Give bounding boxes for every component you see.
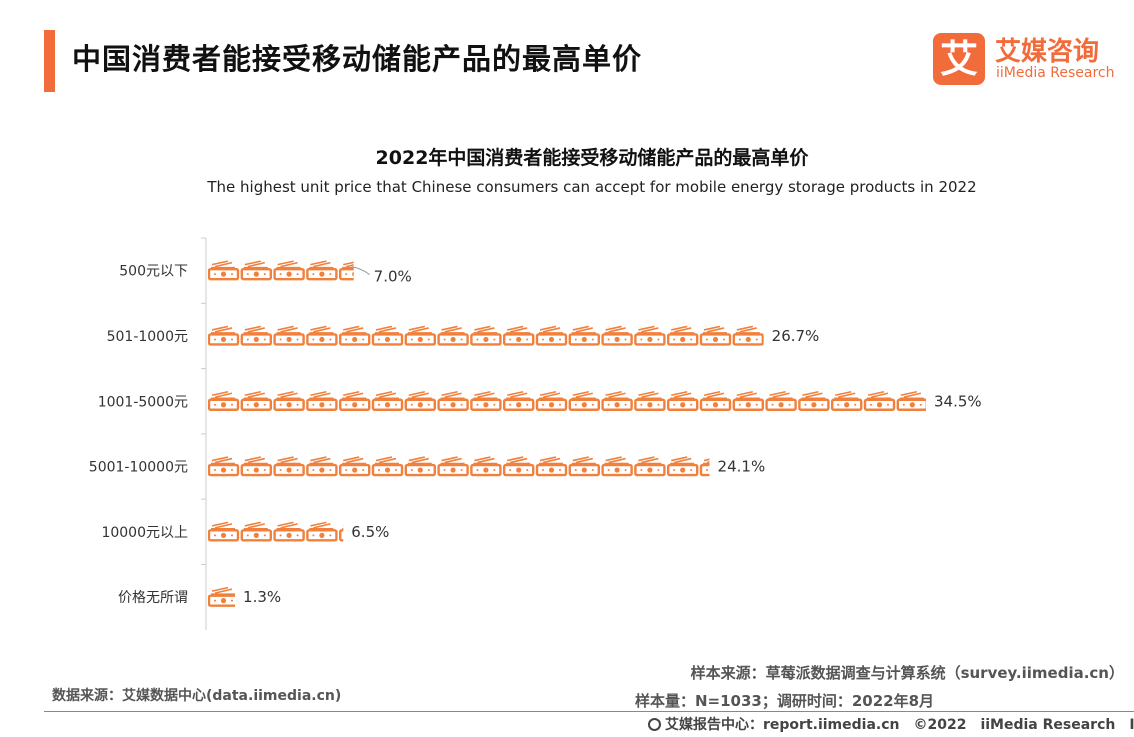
money-icon (601, 325, 633, 346)
money-icon (273, 455, 305, 477)
money-icon (371, 325, 404, 346)
money-icon (535, 390, 568, 411)
money-icon (470, 455, 502, 477)
bar (208, 586, 236, 607)
money-icon (306, 390, 338, 411)
money-icon (273, 325, 305, 346)
money-icon (634, 325, 666, 346)
money-icon (699, 390, 732, 411)
money-icon (240, 325, 272, 346)
money-icon (240, 390, 272, 411)
money-icon (831, 390, 863, 411)
money-icon (339, 325, 371, 346)
bar (208, 455, 710, 477)
bar (208, 259, 354, 281)
money-icon (798, 390, 830, 411)
page-title: 中国消费者能接受移动储能产品的最高单价 (72, 42, 643, 76)
money-icon (568, 455, 600, 477)
money-icon (503, 455, 535, 477)
money-icon (273, 390, 305, 411)
money-icon (437, 455, 469, 477)
money-icon (371, 455, 404, 477)
money-icon (240, 455, 272, 477)
chart-subtitle: The highest unit price that Chinese cons… (207, 178, 977, 196)
money-icon (896, 390, 926, 411)
money-icon (470, 325, 502, 346)
money-icon (535, 455, 568, 477)
money-icon (240, 259, 272, 281)
brand-logo: 艾 艾媒咨询 iiMedia Research (933, 33, 1115, 85)
value-label: 26.7% (772, 327, 820, 345)
money-icon (208, 586, 236, 607)
report-center: 艾媒报告中心：report.iimedia.cn ©2022 iiMedia R… (648, 714, 1134, 734)
data-source: 数据来源：艾媒数据中心(data.iimedia.cn) (52, 688, 342, 704)
money-icon (339, 259, 354, 281)
money-icon (568, 390, 600, 411)
value-label: 24.1% (718, 458, 766, 476)
money-icon (667, 390, 699, 411)
report-center-text: 艾媒报告中心：report.iimedia.cn ©2022 iiMedia R… (665, 717, 1134, 733)
money-icon (863, 390, 896, 411)
money-icon (273, 259, 305, 281)
money-icon (634, 390, 666, 411)
money-icon (634, 455, 666, 477)
money-icon (371, 390, 404, 411)
category-label: 价格无所谓 (118, 590, 188, 606)
sample-size: 样本量：N=1033；调研时间：2022年8月 (635, 692, 935, 710)
money-icon (208, 521, 240, 542)
globe-icon (648, 718, 661, 731)
money-icon (732, 390, 764, 411)
money-icon (208, 325, 240, 346)
money-icon (273, 521, 305, 542)
money-icon (240, 521, 272, 542)
money-icon (732, 325, 764, 346)
footer-divider (44, 711, 1134, 712)
category-label: 501-1000元 (107, 329, 188, 345)
money-icon (568, 325, 600, 346)
value-label: 6.5% (351, 523, 389, 541)
money-icon (601, 390, 633, 411)
money-icon (404, 390, 436, 411)
money-icon (699, 325, 732, 346)
money-icon (437, 390, 469, 411)
money-icon (306, 455, 338, 477)
bar (208, 521, 344, 542)
money-icon (339, 455, 371, 477)
money-icon (306, 521, 338, 542)
money-icon (601, 455, 633, 477)
money-icon (208, 259, 240, 281)
logo-mark-icon: 艾 (933, 33, 985, 85)
category-label: 1001-5000元 (98, 394, 188, 410)
money-icon (437, 325, 469, 346)
money-icon (503, 325, 535, 346)
money-icon (535, 325, 568, 346)
money-icon (503, 390, 535, 411)
chart-title: 2022年中国消费者能接受移动储能产品的最高单价 (375, 147, 809, 169)
sample-source: 样本来源：草莓派数据调查与计算系统（survey.iimedia.cn） (690, 664, 1124, 682)
value-label: 34.5% (934, 392, 982, 410)
label-leader-line (351, 266, 370, 276)
value-label: 7.0% (374, 268, 412, 286)
bar (208, 325, 764, 346)
money-icon (306, 325, 338, 346)
money-icon (470, 390, 502, 411)
money-icon (306, 259, 338, 281)
money-icon (404, 325, 436, 346)
value-label: 1.3% (243, 588, 281, 606)
category-label: 10000元以上 (101, 525, 188, 541)
money-icon (404, 455, 436, 477)
logo-english-name: iiMedia Research (996, 65, 1115, 81)
money-icon (667, 455, 699, 477)
money-icon (208, 390, 240, 411)
title-accent-bar (44, 30, 55, 92)
logo-chinese-name: 艾媒咨询 (995, 37, 1100, 67)
bar (208, 390, 926, 411)
money-icon (208, 455, 240, 477)
money-icon (765, 390, 797, 411)
money-icon (339, 390, 371, 411)
category-label: 5001-10000元 (89, 460, 188, 476)
category-label: 500元以下 (119, 264, 188, 280)
money-icon (667, 325, 699, 346)
